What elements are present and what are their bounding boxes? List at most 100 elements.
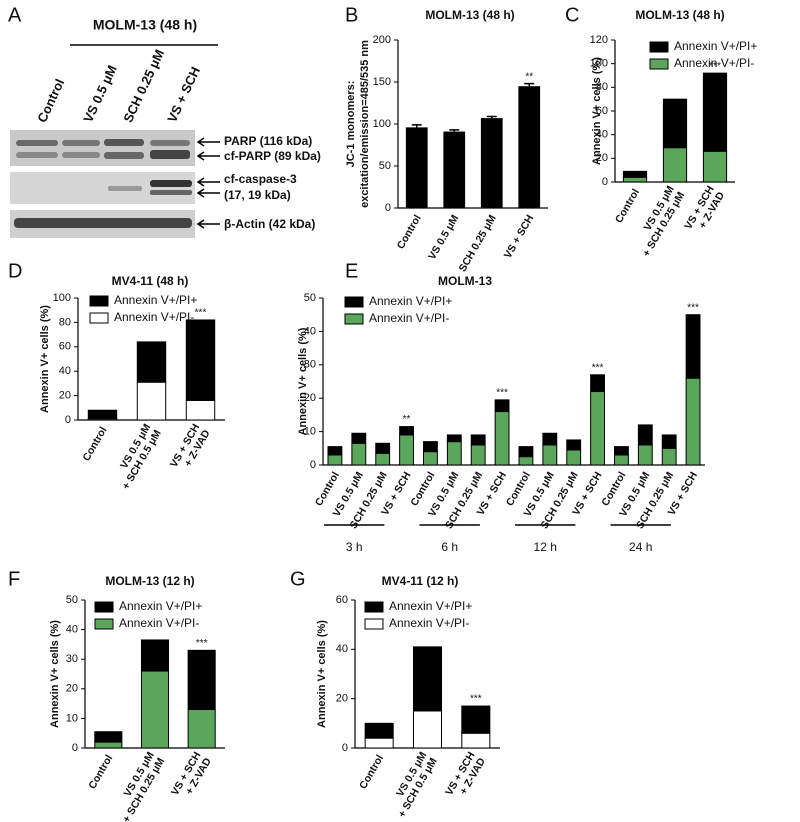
bar-segment (685, 377, 701, 466)
x-tick-label-line: SCH 0.25 μM (457, 213, 499, 274)
y-tick-label: 20 (596, 152, 608, 164)
y-tick-label: 150 (373, 76, 391, 88)
bar-segment (661, 434, 677, 449)
blot-band (104, 152, 144, 159)
bar-segment (87, 409, 118, 420)
y-tick-label: 40 (59, 365, 71, 377)
y-tick-label: 60 (336, 594, 348, 606)
y-tick-label: 80 (596, 81, 608, 93)
y-tick-label: 10 (66, 712, 78, 724)
y-tick-label: 60 (596, 105, 608, 117)
legend-label: Annexin V+/PI- (369, 311, 449, 325)
x-tick-label-line: Control (357, 753, 386, 791)
bar-segment (94, 741, 123, 749)
significance: ** (403, 414, 411, 425)
x-tick-label: VS 0.5 μM+ SCH 0.5 μM (118, 422, 164, 492)
legend-label: Annexin V+/PI+ (674, 39, 757, 53)
bar-segment (185, 319, 216, 401)
panel-letter: F (8, 568, 20, 590)
x-tick-label-line: Control (80, 425, 109, 463)
x-tick-label-line: VS 0.5 μM (426, 213, 461, 262)
blot-panel: A MOLM-13 (48 h) Control VS 0.5 μM SCH 0… (8, 4, 321, 238)
band-label: cf-PARP (89 kDa) (224, 149, 321, 163)
y-tick-label: 200 (373, 34, 391, 46)
y-tick-label: 10 (304, 426, 316, 438)
bar (480, 118, 503, 208)
bar-segment (423, 441, 438, 453)
bar-segment (566, 439, 582, 451)
bar-segment (637, 444, 653, 466)
y-tick-label: 100 (590, 58, 608, 70)
panel-letter: G (290, 568, 306, 590)
significance: *** (195, 308, 207, 319)
chart: C MOLM-13 (48 h) Annexin V+ cells (%) 0 20 40… (565, 4, 757, 259)
bar-segment (364, 722, 394, 739)
blot-band (150, 140, 190, 146)
legend-label: Annexin V+/PI+ (114, 293, 197, 307)
y-tick-label: 20 (66, 683, 78, 695)
legend-swatch (649, 58, 669, 70)
significance: *** (709, 61, 721, 72)
group-label: 12 h (534, 540, 557, 554)
y-tick-label: 0 (72, 742, 78, 754)
bar-segment (375, 452, 391, 466)
legend-label: Annexin V+/PI+ (369, 294, 452, 308)
error-bar (524, 82, 535, 87)
blot-title: MOLM-13 (48 h) (93, 17, 197, 33)
y-tick-label: 40 (66, 624, 78, 636)
blot-band (150, 190, 192, 195)
x-tick-label: VS 0.5 μM (426, 213, 461, 262)
y-tick-label: 0 (342, 742, 348, 754)
y-tick-label: 50 (66, 594, 78, 606)
blot-band (104, 139, 144, 146)
bar-segment (590, 374, 605, 393)
y-axis-label: JC-1 monomers: (345, 81, 357, 168)
bar-segment (423, 451, 438, 466)
bar-segment (494, 411, 510, 466)
y-tick-label: 50 (379, 160, 391, 172)
bar-segment (327, 454, 343, 466)
y-tick-label: 40 (336, 643, 348, 655)
blot-band (14, 218, 192, 228)
bar-segment (140, 670, 170, 749)
chart-title: MV4-11 (12 h) (382, 574, 459, 588)
chart: D MV4-11 (48 h) Annexin V+ cells (%) 0 20 40 6… (8, 260, 225, 492)
chart-title: MOLM-13 (48 h) (635, 8, 724, 22)
legend-label: Annexin V+/PI+ (119, 599, 202, 613)
panel-letter: E (345, 260, 358, 282)
error-bar (449, 129, 460, 132)
y-tick-label: 40 (596, 129, 608, 141)
x-tick-label: VS 0.5 μM+ SCH 0.25 μM (120, 750, 167, 822)
lane-label: SCH 0.25 μM (120, 47, 167, 125)
legend-swatch (89, 312, 109, 324)
y-tick-label: 0 (385, 202, 391, 214)
bar-segment (412, 710, 443, 749)
legend-swatch (94, 618, 114, 630)
band-label: cf-caspase-3 (224, 172, 297, 186)
x-tick-label: VS + SCH+ Z-VAD (168, 422, 213, 470)
band-label: PARP (116 kDa) (224, 134, 312, 148)
bar-segment (622, 176, 648, 183)
x-tick-label-line: Control (86, 753, 115, 791)
significance: *** (687, 302, 699, 313)
panel-letter: B (345, 4, 358, 26)
bar-segment (662, 147, 688, 183)
legend-label: Annexin V+/PI+ (389, 599, 472, 613)
bar-segment (518, 446, 534, 458)
blot-band (150, 180, 192, 187)
band-label: β-Actin (42 kDa) (224, 217, 315, 231)
significance: ** (525, 71, 533, 82)
chart-title: MOLM-13 (48 h) (425, 8, 514, 22)
x-tick-label-line: VS + SCH (502, 213, 536, 261)
bar-segment (412, 646, 443, 712)
chart-title: MOLM-13 (438, 274, 492, 288)
bar-segment (136, 381, 167, 421)
bar-segment (351, 442, 367, 466)
y-axis-label: Annexin V+ cells (%) (297, 327, 309, 435)
y-tick-label: 30 (66, 653, 78, 665)
bar-segment (364, 737, 394, 749)
x-tick-label: VS + SCH+ Z-VAD (682, 184, 727, 232)
bar-segment (566, 449, 582, 466)
y-tick-label: 0 (65, 414, 71, 426)
